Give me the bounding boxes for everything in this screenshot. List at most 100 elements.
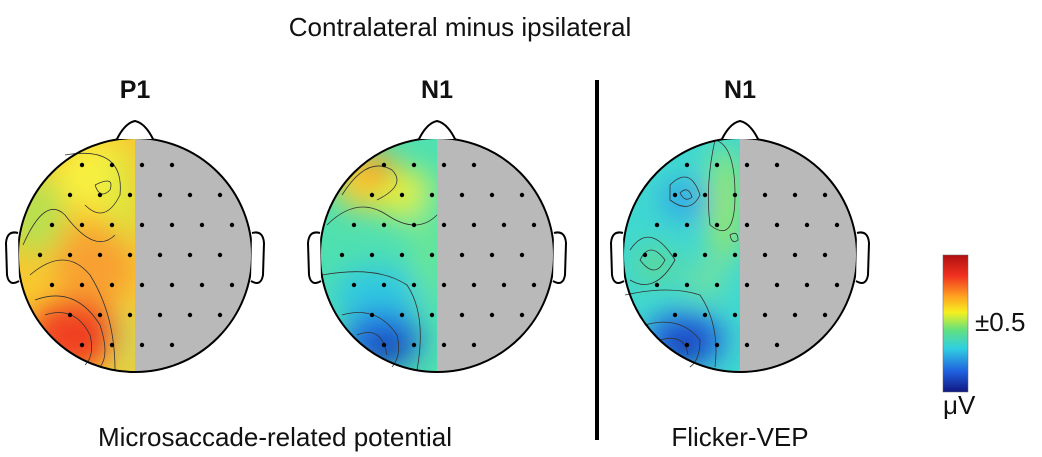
- electrode: [460, 313, 464, 317]
- electrode: [400, 313, 404, 317]
- electrode: [412, 283, 416, 287]
- electrode: [472, 343, 476, 347]
- electrode: [230, 223, 234, 227]
- electrode: [655, 283, 659, 287]
- electrode: [110, 283, 114, 287]
- ear: [856, 232, 869, 283]
- electrode: [793, 253, 797, 257]
- electrode: [685, 223, 689, 227]
- topomap: [308, 121, 566, 375]
- electrode: [745, 163, 749, 167]
- electrode: [490, 313, 494, 317]
- electrode: [140, 343, 144, 347]
- electrode: [412, 343, 416, 347]
- electrode: [98, 193, 102, 197]
- electrode: [50, 223, 54, 227]
- ipsilateral-half: [437, 138, 554, 372]
- electrode: [442, 283, 446, 287]
- ear: [553, 232, 566, 283]
- electrode: [128, 193, 132, 197]
- electrode: [382, 163, 386, 167]
- electrode: [823, 193, 827, 197]
- electrode: [230, 283, 234, 287]
- electrode: [140, 283, 144, 287]
- electrode: [823, 313, 827, 317]
- panel-label: P1: [120, 76, 151, 104]
- electrode: [835, 223, 839, 227]
- electrode: [170, 223, 174, 227]
- electrode: [703, 313, 707, 317]
- electrode: [520, 193, 524, 197]
- electrode: [382, 283, 386, 287]
- electrode: [745, 283, 749, 287]
- electrode: [412, 163, 416, 167]
- electrode: [472, 223, 476, 227]
- electrode: [38, 253, 42, 257]
- electrode: [370, 313, 374, 317]
- electrode: [400, 253, 404, 257]
- electrode: [685, 283, 689, 287]
- topomap: [5, 121, 264, 385]
- electrode: [340, 253, 344, 257]
- electrode: [352, 283, 356, 287]
- electrode: [673, 313, 677, 317]
- electrode: [170, 283, 174, 287]
- electrode: [382, 343, 386, 347]
- electrode: [188, 253, 192, 257]
- electrode: [775, 283, 779, 287]
- electrode: [733, 253, 737, 257]
- electrode: [490, 193, 494, 197]
- electrode: [715, 283, 719, 287]
- ear: [251, 232, 264, 283]
- electrode: [200, 223, 204, 227]
- panel-label: N1: [724, 76, 756, 104]
- ipsilateral-half: [135, 138, 252, 372]
- electrode: [532, 223, 536, 227]
- nose: [722, 121, 758, 139]
- electrode: [703, 253, 707, 257]
- electrode: [170, 163, 174, 167]
- electrode: [775, 223, 779, 227]
- electrode: [643, 253, 647, 257]
- electrode: [793, 313, 797, 317]
- electrode: [382, 223, 386, 227]
- electrode: [502, 223, 506, 227]
- electrode: [472, 163, 476, 167]
- title: Contralateral minus ipsilateral: [289, 12, 631, 42]
- ipsilateral-half: [740, 138, 857, 372]
- electrode: [430, 313, 434, 317]
- electrode: [715, 223, 719, 227]
- electrode: [793, 193, 797, 197]
- ear: [6, 232, 19, 283]
- electrode: [128, 313, 132, 317]
- electrode: [685, 343, 689, 347]
- colorbar: [943, 255, 968, 392]
- electrode: [442, 163, 446, 167]
- electrode: [352, 223, 356, 227]
- ear: [308, 232, 321, 283]
- electrode: [502, 283, 506, 287]
- topomap: [611, 121, 869, 375]
- electrode: [520, 253, 524, 257]
- electrode: [158, 313, 162, 317]
- electrode: [490, 253, 494, 257]
- electrode: [442, 223, 446, 227]
- figure: Contralateral minus ipsilateral P1 N1 N1: [0, 0, 1042, 457]
- electrode: [460, 193, 464, 197]
- electrode: [823, 253, 827, 257]
- electrode: [715, 343, 719, 347]
- electrode: [68, 313, 72, 317]
- electrode: [733, 193, 737, 197]
- electrode: [158, 193, 162, 197]
- electrode: [520, 313, 524, 317]
- electrode: [775, 163, 779, 167]
- electrode: [110, 163, 114, 167]
- electrode: [218, 313, 222, 317]
- electrode: [188, 313, 192, 317]
- colorbar-unit: μV: [943, 390, 976, 420]
- electrode: [745, 343, 749, 347]
- nose: [419, 121, 455, 139]
- electrode: [98, 313, 102, 317]
- electrode: [218, 193, 222, 197]
- electrode: [158, 253, 162, 257]
